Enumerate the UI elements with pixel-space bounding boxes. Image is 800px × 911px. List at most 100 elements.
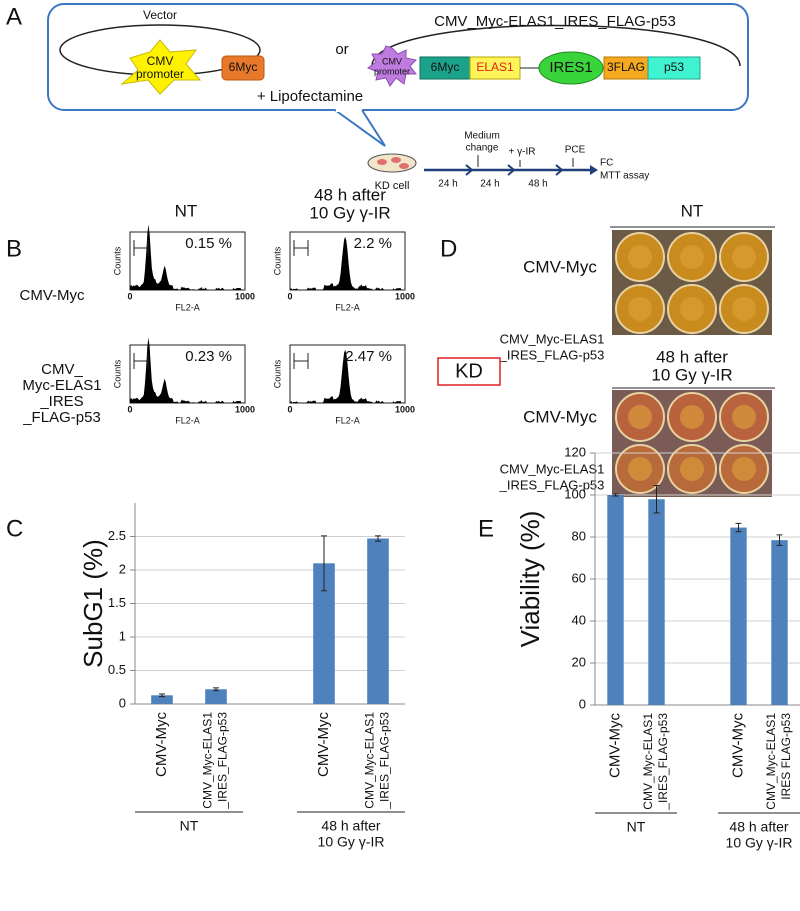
axis-tick: 0 [127,291,132,301]
group-label: NT [627,819,646,835]
axis-tick: 0 [287,291,292,301]
promoter-label: CMV [382,56,402,66]
group-label: 10 Gy γ-IR [318,834,385,850]
x-tick-label: CMV-Myc [606,713,623,778]
error-bar [735,522,742,533]
row-label: Myc-ELAS1 [22,377,101,394]
percent-label: 2.47 % [345,348,392,365]
x-tick-label: CMV_Myc-ELAS1 [363,712,377,809]
y-tick-label: 1 [119,628,126,643]
row-label: _IRES_FLAG-p53 [499,347,605,362]
error-bar [653,485,660,514]
promoter-label: promoter [136,67,184,81]
timeline-chevron [555,164,564,176]
construct-ring [371,24,741,67]
callout-tail [334,109,386,147]
axis-label: FL2-A [335,302,360,312]
axis-label: FL2-A [175,302,200,312]
promoter-label: CMV [147,54,174,68]
error-bar [213,687,219,692]
event-label: PCE [565,145,586,156]
panel-label: C [6,515,23,542]
x-tick-label: IRES FLAG-p53 [779,713,793,800]
panel-label: E [478,515,494,542]
event-label: change [466,143,499,154]
y-tick-label: 0 [119,695,126,710]
construct-title: CMV_Myc-ELAS1_IRES_FLAG-p53 [434,13,676,30]
well-center [628,245,652,269]
cell [377,159,387,165]
well-center [628,457,652,481]
panel-label: B [6,235,22,262]
row-label: CMV-Myc [523,407,597,426]
row-label: CMV_Myc-ELAS1 [500,331,605,346]
or-label: or [335,41,348,58]
axis-tick: 1000 [395,404,415,414]
cell [399,163,409,169]
column-header: 10 Gy γ-IR [651,365,732,384]
timeline-chevron [465,164,474,176]
bar [205,689,227,704]
x-tick-label: CMV-Myc [729,713,746,778]
well-center [732,245,756,269]
promoter-star [120,39,202,95]
panel-label: A [6,3,22,30]
well-center [628,297,652,321]
row-label: CMV-Myc [20,287,85,304]
bar [367,538,389,704]
bar [730,527,747,705]
event-label: + γ-IR [509,147,536,158]
part-label: IRES1 [549,59,592,76]
y-tick-label: 80 [572,528,586,543]
flow-histogram [290,236,405,290]
well-center [732,405,756,429]
error-bar [612,493,619,497]
kd-cell-label: KD cell [375,180,410,192]
well-center [732,297,756,321]
row-label: CMV-Myc [523,257,597,276]
part-label: p53 [664,60,684,74]
ires-oval [538,51,604,85]
well-center [680,457,704,481]
x-tick-label: _IRES_FLAG-p53 [656,713,670,811]
y-tick-label: 20 [572,654,586,669]
axis-tick: 1000 [395,291,415,301]
column-header: NT [175,201,198,220]
vector-label: Vector [143,8,177,22]
group-label: 10 Gy γ-IR [726,835,793,851]
x-tick-label: _IRES_FLAG-p53 [378,712,392,810]
flow-panels: 0.15 % Counts FL2-A 0 1000 2.2 % Counts FL2-A 0 1… [112,224,415,425]
y-axis-label: SubG1 (%) [78,539,108,668]
axis-tick: 0 [127,404,132,414]
axis-label: Counts [272,246,282,275]
row-label: _FLAG-p53 [22,409,101,426]
well-center [628,405,652,429]
bar [151,695,173,704]
y-axis-label: Viability (%) [515,511,545,648]
bar [607,495,624,705]
part-label: 6Myc [431,60,460,74]
row-label: _IRES_FLAG-p53 [499,477,605,492]
y-tick-label: 1.5 [108,595,126,610]
y-tick-label: 2 [119,561,126,576]
x-tick-label: CMV_Myc-ELAS1 [641,713,655,810]
interval-label: 24 h [438,179,457,190]
well-center [680,405,704,429]
x-tick-label: CMV_Myc-ELAS1 [201,712,215,809]
flow-histogram [290,349,405,403]
error-bar [159,693,165,698]
timeline-chevron [507,164,516,176]
group-label: 48 h after [729,819,788,835]
row-label: CMV_Myc-ELAS1 [500,461,605,476]
y-tick-label: 0 [579,696,586,711]
plate-photos [612,230,772,497]
percent-label: 0.15 % [185,235,232,252]
x-tick-label: _IRES_FLAG-p53 [216,712,230,810]
error-bar [321,535,327,592]
group-label: 48 h after [321,818,380,834]
column-header: NT [681,201,704,220]
lipofectamine-label: + Lipofectamine [257,88,363,105]
x-tick-label: CMV-Myc [315,712,332,777]
p53-box [647,56,701,80]
